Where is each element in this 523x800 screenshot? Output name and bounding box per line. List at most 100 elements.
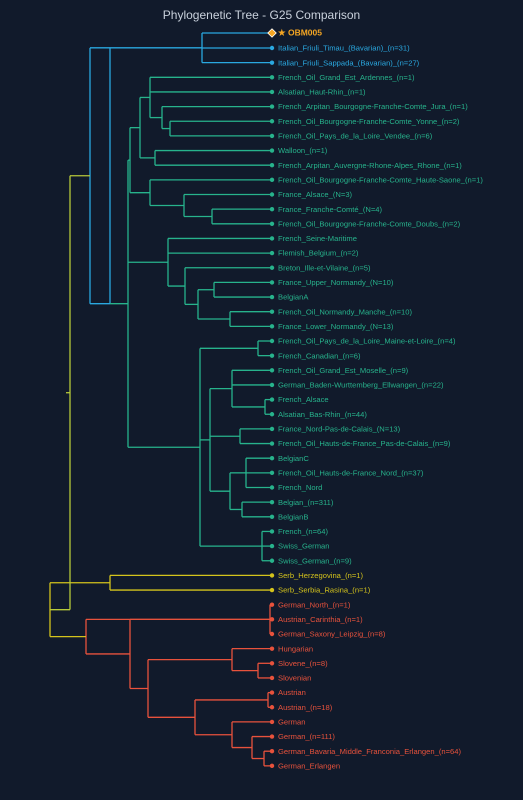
leaf-node — [269, 573, 275, 578]
leaf-node — [269, 133, 275, 139]
leaf-node — [269, 353, 275, 358]
leaf-label: French_Oil_Bourgogne-Franche-Comte_Doubs… — [278, 219, 461, 228]
leaf-node — [269, 485, 275, 490]
leaf-node — [269, 617, 275, 622]
leaf-label: Swiss_German_(n=9) — [278, 556, 352, 565]
leaf-node — [269, 368, 275, 373]
leaf-node — [269, 661, 275, 666]
leaf-label: German_Erlangen — [278, 761, 340, 770]
leaf-node — [269, 397, 275, 402]
leaf-node — [269, 690, 275, 695]
leaf-node — [269, 705, 275, 710]
leaf-node — [269, 60, 275, 65]
leaf-label: French_Arpitan_Bourgogne-Franche-Comte_J… — [278, 102, 468, 111]
leaf-node — [269, 456, 275, 461]
leaf-node — [269, 163, 275, 168]
leaf-node — [269, 280, 275, 285]
leaf-node — [269, 529, 275, 534]
leaf-node — [269, 192, 275, 197]
leaf-node — [269, 221, 275, 226]
leaf-label: French_Oil_Hauts-de-France_Pas-de-Calais… — [278, 439, 451, 448]
leaf-label: French_Alsace — [278, 395, 329, 404]
leaf-node — [269, 309, 275, 314]
leaf-node — [269, 675, 275, 681]
leaf-label: Alsatian_Bas-Rhin_(n=44) — [278, 410, 367, 419]
leaf-label: Slovene_(n=8) — [278, 659, 328, 668]
leaf-label: Austrian_(n=18) — [278, 703, 333, 712]
leaf-node — [269, 719, 275, 725]
leaf-label: France_Lower_Normandy_(N=13) — [278, 322, 394, 331]
leaf-node — [269, 587, 275, 593]
leaf-label: France_Upper_Normandy_(N=10) — [278, 278, 394, 287]
leaf-label: German_Baden-Wurttemberg_Ellwangen_(n=22… — [278, 381, 444, 390]
leaf-node — [269, 206, 275, 212]
leaf-label: French_Oil_Normandy_Manche_(n=10) — [278, 307, 412, 316]
leaf-label: France_Alsace_(N=3) — [278, 190, 353, 199]
leaf-label: German_Saxony_Leipzig_(n=8) — [278, 630, 386, 639]
leaf-label: Slovenian — [278, 674, 311, 683]
leaf-label: Austrian_Carinthia_(n=1) — [278, 615, 363, 624]
leaf-label: French_(n=64) — [278, 527, 328, 536]
leaf-node — [269, 45, 275, 51]
leaf-node — [269, 426, 275, 432]
leaf-node — [269, 602, 275, 607]
leaf-node — [269, 543, 275, 549]
diagram-title: Phylogenetic Tree - G25 Comparison — [162, 8, 361, 22]
leaf-node — [269, 514, 275, 519]
leaf-node — [269, 441, 275, 446]
leaf-label: Italian_Friuli_Timau_(Bavarian)_(n=31) — [278, 44, 410, 53]
leaf-node — [269, 763, 275, 769]
leaf-node — [269, 104, 275, 109]
leaf-label: German_North_(n=1) — [278, 600, 351, 609]
leaf-label: France_Franche-Comté_(N=4) — [278, 205, 383, 214]
leaf-label: Hungarian — [278, 644, 313, 653]
leaf-node — [269, 338, 275, 344]
leaf-node — [269, 646, 275, 651]
leaf-label: BelgianB — [278, 512, 308, 521]
leaf-node — [269, 558, 275, 563]
leaf-label: Belgian_(n=311) — [278, 498, 334, 507]
leaf-node — [269, 499, 275, 505]
leaf-label: Italian_Friuli_Sappada_(Bavarian)_(n=27) — [278, 58, 420, 67]
leaf-node — [269, 250, 275, 256]
leaf-node — [269, 382, 275, 388]
leaf-label: French_Oil_Bourgogne-Franche-Comte_Haute… — [278, 175, 483, 184]
leaf-label: French_Seine-Maritime — [278, 234, 357, 243]
leaf-label: German_(n=111) — [278, 732, 335, 741]
target-label: ★ OBM005 — [278, 28, 322, 38]
leaf-label: Walloon_(n=1) — [278, 146, 328, 155]
leaf-node — [269, 749, 275, 754]
leaf-label: French_Oil_Grand_Est_Ardennes_(n=1) — [278, 73, 415, 82]
leaf-node — [269, 470, 275, 476]
leaf-label: Flemish_Belgium_(n=2) — [278, 249, 359, 258]
leaf-label: BelgianA — [278, 293, 309, 302]
leaf-node — [269, 236, 275, 241]
leaf-node — [269, 324, 275, 329]
leaf-label: French_Oil_Pays_de_la_Loire_Vendee_(n=6) — [278, 132, 433, 141]
leaf-label: Serb_Serbia_Rasina_(n=1) — [278, 586, 371, 595]
leaf-label: French_Oil_Bourgogne-Franche-Comte_Yonne… — [278, 117, 460, 126]
leaf-label: German_Bavaria_Middle_Franconia_Erlangen… — [278, 747, 461, 756]
leaf-label: French_Nord — [278, 483, 322, 492]
leaf-label: French_Canadian_(n=6) — [278, 351, 361, 360]
leaf-label: Alsatian_Haut-Rhin_(n=1) — [278, 88, 366, 97]
leaf-label: German — [278, 718, 305, 727]
leaf-label: Austrian — [278, 688, 306, 697]
leaf-node — [269, 148, 275, 153]
leaf-node — [269, 177, 275, 183]
leaf-node — [269, 89, 275, 95]
leaf-label: France_Nord-Pas-de-Calais_(N=13) — [278, 425, 401, 434]
leaf-label: Swiss_German — [278, 542, 329, 551]
leaf-label: French_Oil_Pays_de_la_Loire_Maine-et-Loi… — [278, 337, 456, 346]
leaf-label: Breton_Ille-et-Vilaine_(n=5) — [278, 263, 371, 272]
leaf-label: French_Arpitan_Auvergne-Rhone-Alpes_Rhon… — [278, 161, 462, 170]
leaf-node — [269, 412, 275, 417]
leaf-node — [269, 734, 275, 739]
leaf-node — [269, 75, 275, 80]
leaf-node — [269, 294, 275, 300]
leaf-node — [269, 631, 275, 637]
leaf-label: French_Oil_Hauts-de-France_Nord_(n=37) — [278, 468, 424, 477]
target-marker — [267, 28, 277, 38]
leaf-node — [269, 119, 275, 124]
